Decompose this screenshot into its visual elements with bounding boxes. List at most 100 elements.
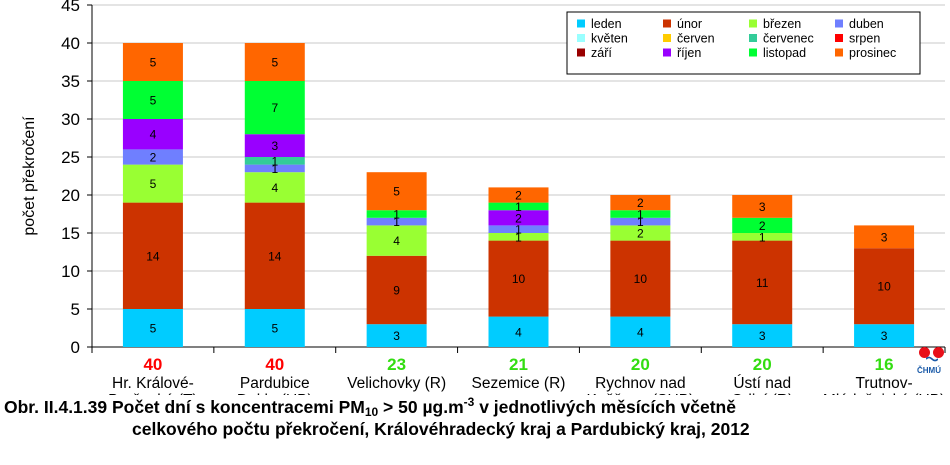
bar-segment: [244, 202, 305, 309]
bar-segment: [122, 309, 183, 347]
bar-segment: [366, 210, 427, 218]
y-tick-label: 0: [71, 338, 80, 357]
category-label: Ústí nad: [733, 375, 791, 392]
segment-value-label: 11: [756, 276, 769, 290]
category-total-label: 40: [143, 355, 162, 374]
legend-label: únor: [677, 17, 702, 31]
caption-text-b: > 50 µg.m: [378, 397, 464, 417]
legend-label: září: [591, 46, 612, 60]
y-tick-label: 15: [61, 224, 80, 243]
bar-segment: [122, 119, 183, 150]
segment-value-label: 2: [637, 196, 644, 210]
category-total-label: 23: [387, 355, 406, 374]
legend-label: leden: [591, 17, 622, 31]
segment-value-label: 1: [515, 200, 522, 214]
segment-value-label: 4: [637, 325, 644, 339]
segment-value-label: 3: [881, 329, 888, 343]
bar-segment: [732, 240, 793, 325]
caption-superscript: -3: [463, 395, 475, 409]
segment-value-label: 5: [271, 322, 278, 336]
bar-segment: [732, 233, 793, 241]
bar-segment: [122, 43, 183, 81]
legend-label: březen: [763, 17, 801, 31]
y-tick-label: 40: [61, 34, 80, 53]
bar-segment: [854, 225, 915, 249]
segment-value-label: 9: [393, 284, 400, 298]
legend-swatch: [663, 19, 671, 28]
legend-label: červen: [677, 32, 715, 46]
legend-swatch: [835, 48, 843, 57]
legend-swatch: [577, 34, 585, 42]
bar-segment: [488, 233, 549, 241]
y-tick-label: 30: [61, 110, 80, 129]
segment-value-label: 1: [759, 230, 766, 244]
segment-value-label: 2: [150, 151, 157, 165]
legend-swatch: [749, 34, 757, 42]
category-label: Kněžnou (SUB): [587, 392, 695, 395]
segment-value-label: 5: [393, 185, 400, 199]
segment-value-label: 5: [271, 56, 278, 70]
legend-label: prosinec: [849, 46, 896, 60]
legend-label: říjen: [677, 46, 701, 60]
segment-value-label: 4: [393, 234, 400, 248]
segment-value-label: 1: [515, 223, 522, 237]
segment-value-label: 4: [271, 181, 278, 195]
caption-line-1: Obr. II.4.1.39 Počet dní s koncentracemi…: [4, 396, 736, 418]
category-label: Orlicí (R): [731, 392, 793, 395]
segment-value-label: 7: [271, 101, 278, 115]
category-total-label: 40: [265, 355, 284, 374]
y-axis-title: počet překročení: [21, 116, 38, 236]
caption-text-c: v jednotlivých měsících včetně: [474, 397, 736, 417]
bar-segment: [610, 217, 671, 226]
segment-value-label: 1: [637, 215, 644, 229]
segment-value-label: 4: [150, 128, 157, 142]
y-tick-label: 10: [61, 262, 80, 281]
segment-value-label: 14: [146, 249, 160, 263]
legend-swatch: [749, 48, 757, 57]
legend-swatch: [835, 19, 843, 28]
legend-swatch: [577, 19, 585, 28]
bar-segment: [366, 172, 427, 211]
bar-segment: [732, 195, 793, 218]
bar-segment: [488, 240, 549, 317]
segment-value-label: 5: [150, 94, 157, 108]
segment-value-label: 5: [150, 56, 157, 70]
logo-wave-icon: [926, 356, 938, 362]
legend-label: duben: [849, 17, 884, 31]
segment-value-label: 3: [881, 230, 888, 244]
bar-segment: [488, 187, 549, 203]
category-label: Rychnov nad: [595, 375, 685, 392]
bar-segment: [122, 149, 183, 165]
bar-segment: [488, 210, 549, 226]
y-tick-label: 35: [61, 72, 80, 91]
legend-swatch: [577, 48, 585, 57]
segment-value-label: 1: [515, 230, 522, 244]
bar-segment: [366, 225, 427, 256]
segment-value-label: 4: [515, 325, 522, 339]
legend-label: květen: [591, 32, 628, 46]
legend-swatch: [749, 19, 757, 28]
legend-swatch: [663, 48, 671, 57]
bar-segment: [610, 240, 671, 317]
bar-segment: [610, 210, 671, 218]
category-label: Velichovky (R): [347, 375, 446, 392]
legend-box: [566, 11, 921, 75]
logo-dot-right: [933, 347, 944, 358]
bar-segment: [732, 324, 793, 347]
bar-segment: [610, 195, 671, 211]
legend-swatch: [835, 34, 843, 42]
logo-text: ČHMÚ: [917, 366, 941, 375]
segment-value-label: 1: [393, 208, 400, 222]
category-total-label: 21: [509, 355, 528, 374]
bar-segment: [244, 134, 305, 157]
segment-value-label: 10: [634, 272, 648, 286]
y-tick-label: 25: [61, 148, 80, 167]
bar-segment: [488, 225, 549, 233]
bar-segment: [244, 309, 305, 347]
bar-segment: [122, 164, 183, 203]
category-label: Mládežnická (UB): [823, 392, 945, 395]
bar-segment: [244, 81, 305, 135]
segment-value-label: 3: [759, 329, 766, 343]
segment-value-label: 5: [150, 177, 157, 191]
bar-segment: [732, 217, 793, 233]
